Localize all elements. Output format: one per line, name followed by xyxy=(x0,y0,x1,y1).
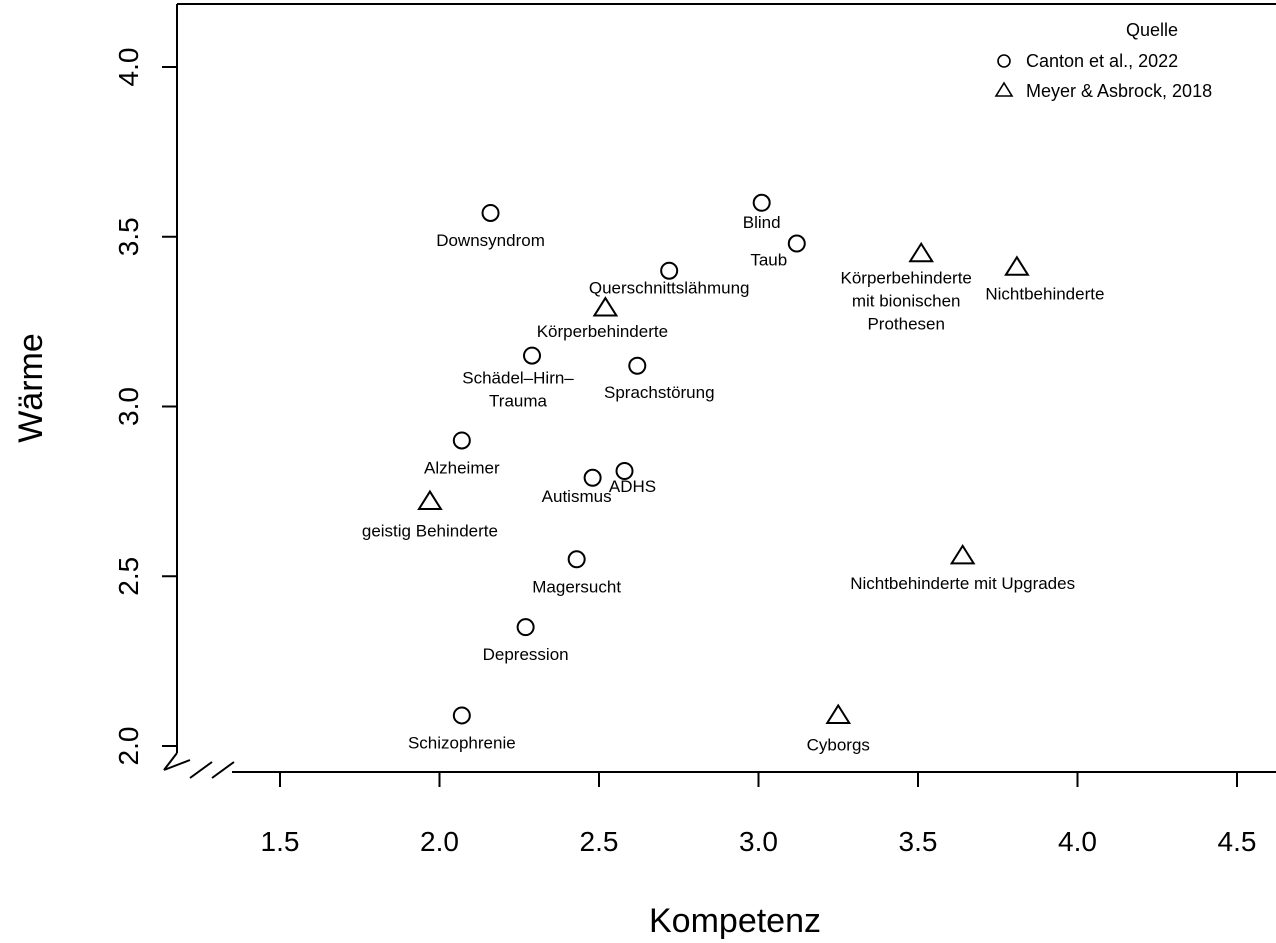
y-tick-label: 2.5 xyxy=(113,557,144,596)
point-label: Blind xyxy=(743,213,781,232)
y-tick-label: 3.0 xyxy=(113,387,144,426)
triangle-data-point xyxy=(417,489,443,511)
x-tick-label: 4.5 xyxy=(1218,826,1257,857)
y-axis-break-connector xyxy=(163,752,178,771)
circle-data-point xyxy=(481,203,500,222)
triangle-data-point xyxy=(592,296,619,317)
plot-frame xyxy=(176,3,1276,773)
axis-break-marks xyxy=(163,752,235,779)
legend-title: Quelle xyxy=(1126,20,1178,40)
x-tick-label: 2.0 xyxy=(420,826,459,857)
legend-entry-label: Canton et al., 2022 xyxy=(1026,51,1178,71)
point-label: Nichtbehinderte xyxy=(985,284,1104,303)
legend-entry-label: Meyer & Asbrock, 2018 xyxy=(1026,81,1212,101)
point-label: Querschnittslähmung xyxy=(589,279,750,298)
point-label: Körperbehinderte mit bionischen Prothesen xyxy=(841,269,972,334)
point-label: Cyborgs xyxy=(807,735,870,754)
point-label: Taub xyxy=(750,251,787,270)
x-axis-break-mark xyxy=(211,761,235,779)
point-label: Depression xyxy=(483,645,569,664)
legend: Quelle Canton et al., 2022 Meyer & Asbrock… xyxy=(994,20,1212,101)
circle-data-point xyxy=(583,468,602,487)
y-axis: 2.0 2.5 3.0 3.5 4.0 xyxy=(113,48,177,766)
legend-triangle-marker xyxy=(994,81,1014,97)
point-label: Schizophrenie xyxy=(408,733,516,752)
x-axis-title: Kompetenz xyxy=(649,902,821,940)
point-label: Körperbehinderte xyxy=(537,322,668,341)
point-label: Alzheimer xyxy=(424,458,500,477)
legend-circle-marker xyxy=(997,54,1011,68)
y-tick-label: 2.0 xyxy=(113,727,144,766)
circle-data-point xyxy=(752,193,771,212)
x-tick-label: 3.5 xyxy=(899,826,938,857)
x-tick-label: 4.0 xyxy=(1058,826,1097,857)
x-tick-label: 3.0 xyxy=(739,826,778,857)
point-label: Schädel–Hirn– Trauma xyxy=(462,369,574,411)
x-axis: 1.5 2.0 2.5 3.0 3.5 4.0 4.5 xyxy=(261,772,1257,857)
point-label: Autismus xyxy=(542,487,612,506)
circle-data-point xyxy=(516,618,535,637)
y-axis-title: Wärme xyxy=(12,333,50,443)
point-label: Nichtbehinderte mit Upgrades xyxy=(850,574,1075,593)
data-points xyxy=(417,193,1030,725)
circle-data-point xyxy=(615,462,634,481)
x-tick-label: 2.5 xyxy=(580,826,619,857)
circle-data-point xyxy=(628,356,647,375)
y-tick-label: 4.0 xyxy=(113,48,144,87)
y-axis-break-mark xyxy=(163,759,191,771)
circle-data-point xyxy=(452,431,471,450)
circle-data-point xyxy=(787,234,806,253)
point-label: ADHS xyxy=(609,477,656,496)
point-label: Sprachstörung xyxy=(604,383,715,402)
circle-data-point xyxy=(452,706,471,725)
y-tick-label: 3.5 xyxy=(113,217,144,256)
x-tick-label: 1.5 xyxy=(261,826,300,857)
circle-data-point xyxy=(660,261,679,280)
point-label: Downsyndrom xyxy=(436,231,545,250)
point-label: geistig Behinderte xyxy=(362,522,498,541)
triangle-data-point xyxy=(1004,255,1030,276)
circle-data-point xyxy=(567,550,586,569)
triangle-data-point xyxy=(825,703,852,724)
triangle-data-point xyxy=(908,241,934,263)
point-label: Magersucht xyxy=(532,577,621,596)
x-axis-break-mark xyxy=(189,761,213,779)
circle-data-point xyxy=(523,346,542,365)
triangle-data-point xyxy=(949,544,976,565)
